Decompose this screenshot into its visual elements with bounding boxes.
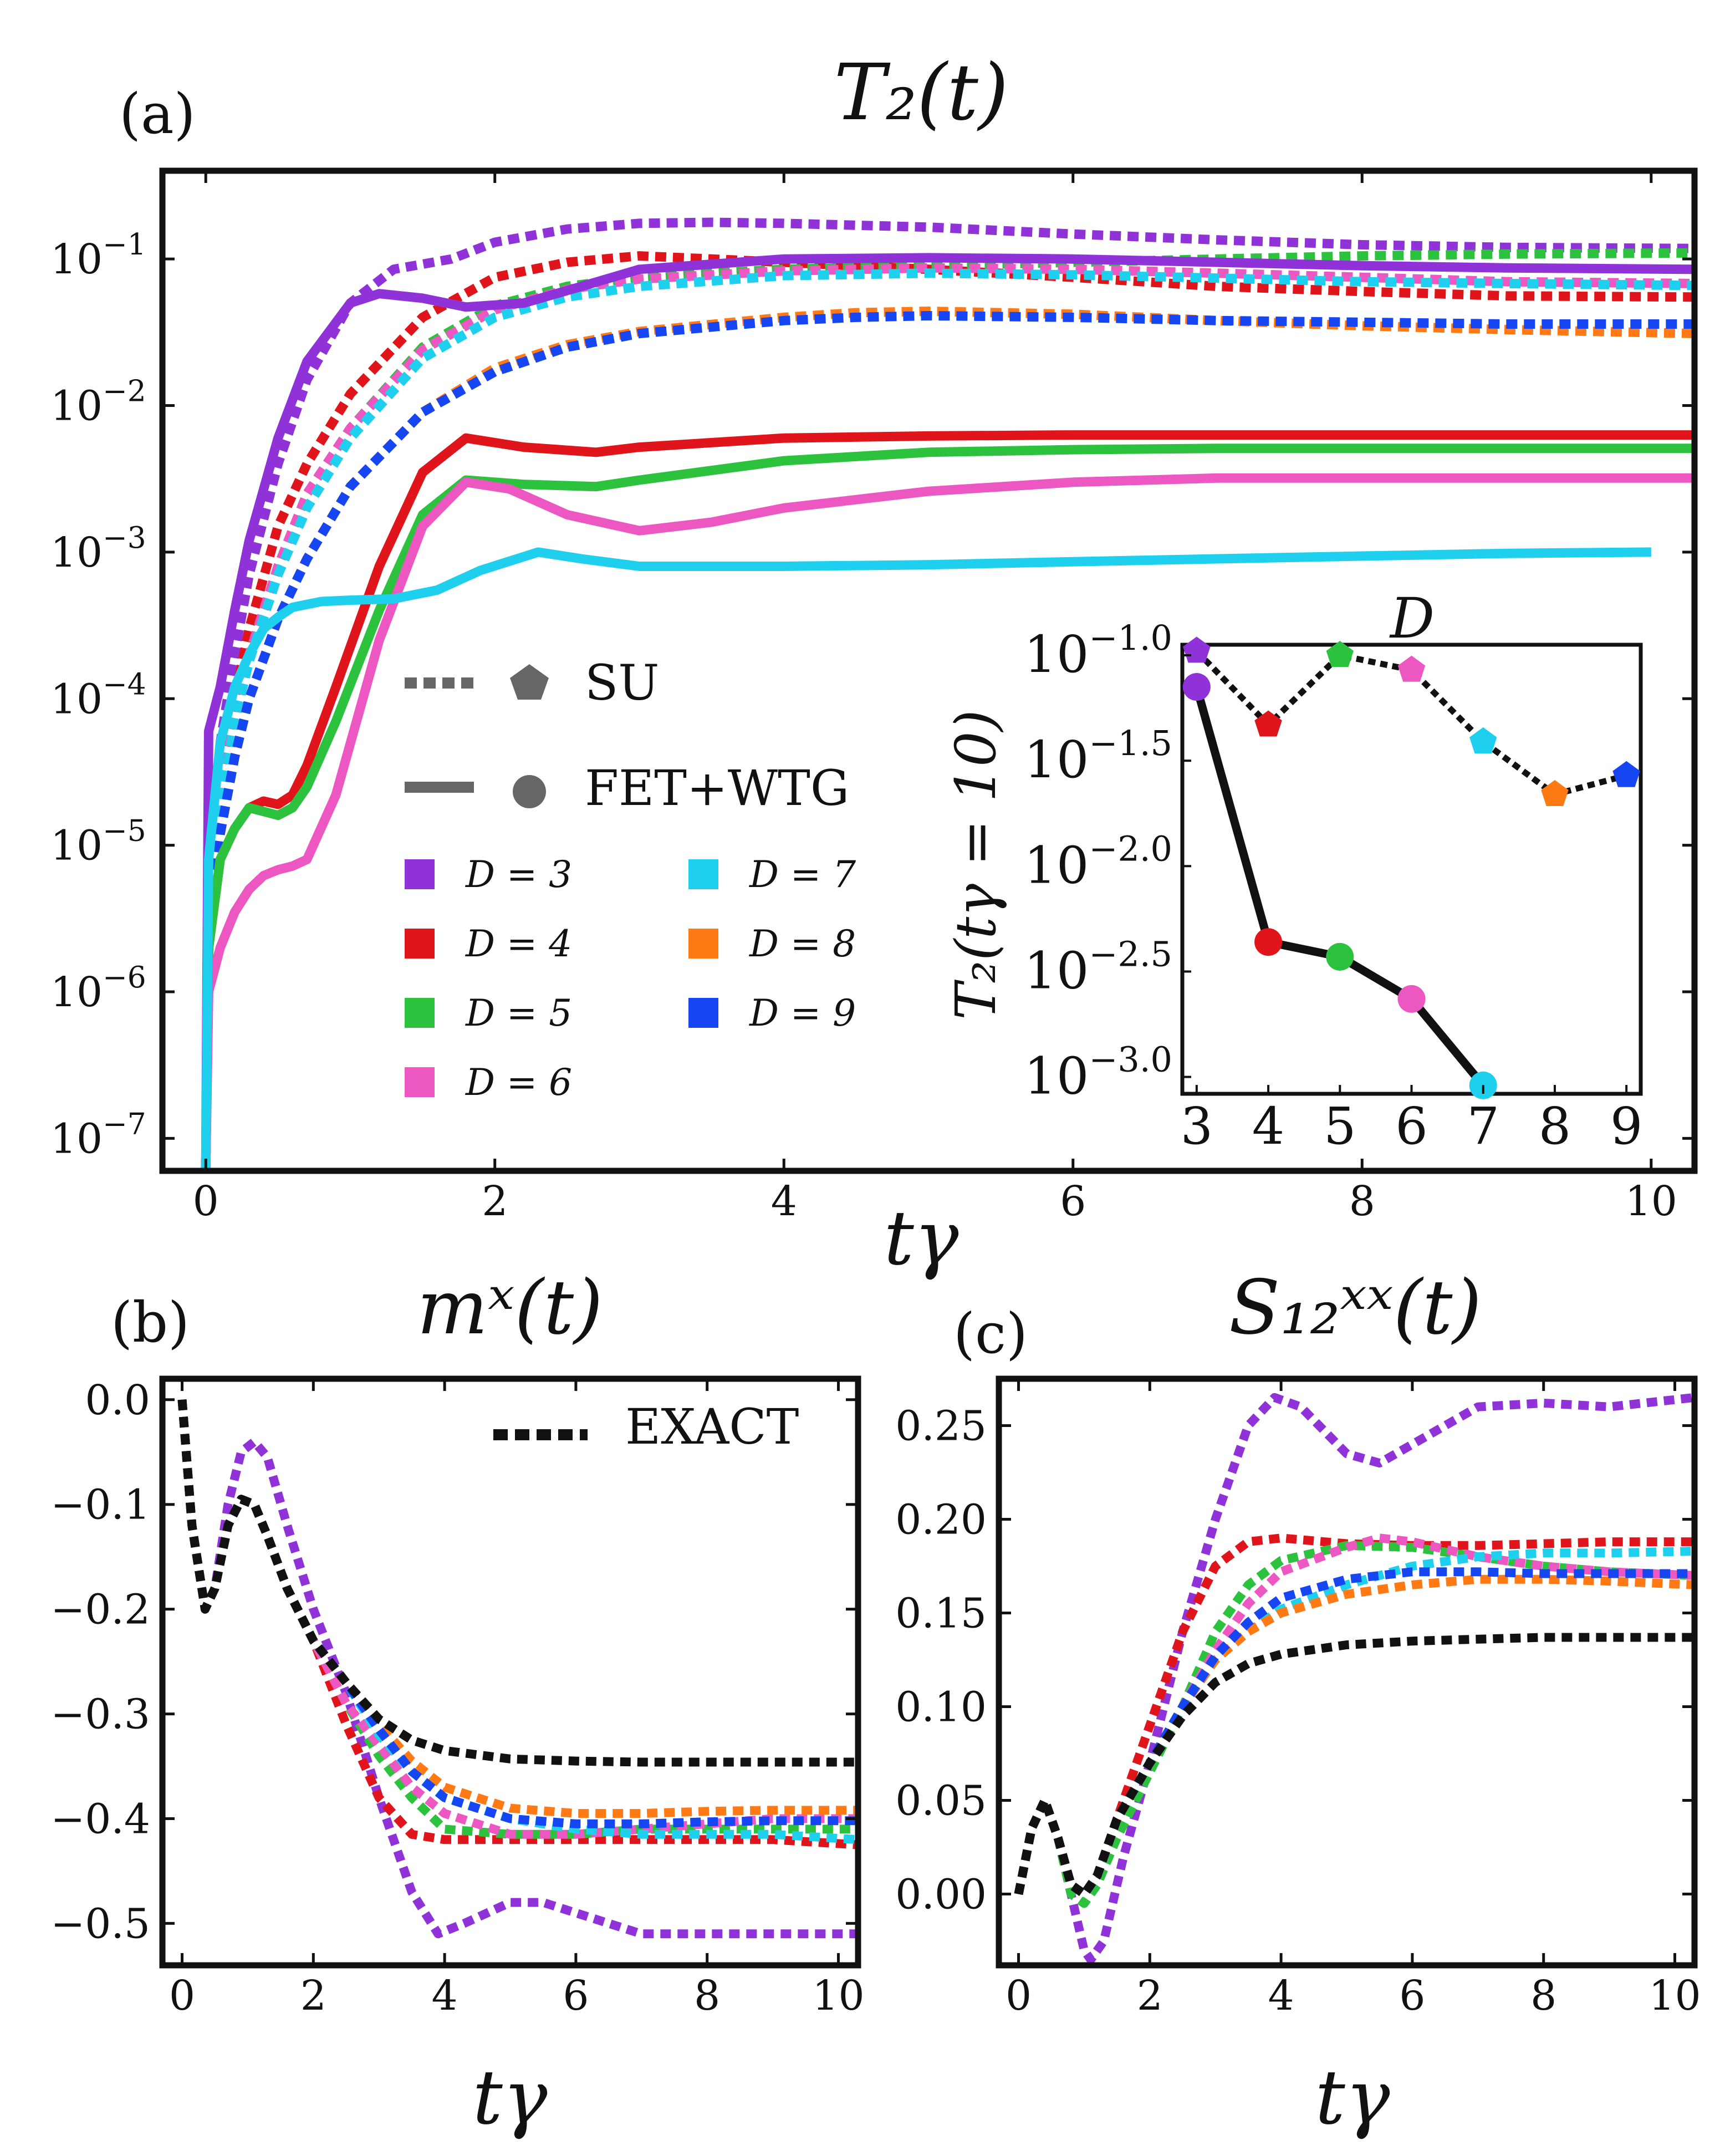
pentagon-marker-icon	[510, 664, 549, 700]
ytick-label-b: −0.5	[50, 1900, 150, 1948]
xtick-label-a: 4	[771, 1178, 797, 1225]
legend-exact-label: EXACT	[625, 1398, 799, 1455]
series-a-su-d-7	[201, 268, 1695, 1171]
legend-swatch-d5	[405, 998, 435, 1028]
xtick-label-a: 8	[1349, 1178, 1375, 1225]
xtick-label-a: 0	[193, 1178, 219, 1225]
legend-label-d9: D = 9	[749, 992, 856, 1034]
series-a-fetwtg-d-3	[201, 253, 1695, 1171]
series-a-su-d-9	[201, 311, 1695, 1171]
ytick-label-c: 0.15	[895, 1590, 987, 1638]
ytick-label-b: −0.2	[50, 1586, 150, 1634]
ytick-label-c: 0.25	[895, 1403, 987, 1450]
panel-c-title: S₁₂ˣˣ(t)	[1229, 1264, 1482, 1351]
xtick-label-a: 6	[1060, 1178, 1086, 1225]
xtick-label-c: 8	[1530, 1972, 1556, 2020]
ytick-label-b: −0.3	[50, 1691, 150, 1739]
panel-c-tag: (c)	[953, 1301, 1028, 1366]
legend-label-d6: D = 6	[465, 1061, 572, 1104]
xtick-label-b: 8	[694, 1972, 720, 2020]
xtick-label-b: 4	[432, 1972, 458, 2020]
xtick-label-c: 4	[1268, 1972, 1294, 2020]
xtick-label-c: 2	[1137, 1972, 1163, 2020]
xtick-label-b: 0	[169, 1972, 195, 2020]
xtick-label-b: 2	[300, 1972, 326, 2020]
inset-marker-su-d7	[1469, 727, 1497, 753]
legend-label-d5: D = 5	[465, 992, 572, 1034]
panel-a-xlabel: tγ	[884, 1195, 959, 1282]
legend-su-label: SU	[585, 654, 659, 711]
panel-a-frame	[159, 167, 1698, 1174]
panel-b-frame	[159, 1375, 861, 1969]
ytick-label-c: 0.20	[895, 1496, 987, 1544]
xtick-label-b: 10	[812, 1972, 864, 2020]
legend-swatch-d8	[688, 929, 718, 959]
panel-b-legend: EXACT	[493, 1398, 799, 1455]
panel-b-tag: (b)	[111, 1290, 190, 1355]
ytick-label-c: 0.05	[895, 1777, 987, 1825]
inset-plot: 3 4 5 6 7 8 910−1.010−1.510−2.010−2.510−3.0	[1024, 618, 1643, 1156]
xtick-label-b: 6	[563, 1972, 589, 2020]
panel-c-frame	[996, 1375, 1698, 1969]
legend-label-d7: D = 7	[749, 853, 856, 896]
xtick-label-c: 6	[1399, 1972, 1425, 2020]
inset-marker-fet-d3	[1182, 673, 1211, 701]
inset-marker-su-d6	[1397, 655, 1426, 682]
series-a-fetwtg-d-5	[201, 444, 1695, 1171]
legend-swatch-d3	[405, 859, 435, 889]
series-a-fetwtg-d-7	[201, 547, 1651, 1171]
xtick-label-a: 2	[482, 1178, 508, 1225]
inset-xtick-label: 6	[1395, 1097, 1428, 1156]
inset-xtick-label: 8	[1539, 1097, 1571, 1156]
legend-swatch-d7	[688, 859, 718, 889]
series-b-exact	[177, 1399, 858, 1767]
legend-fet-label: FET+WTG	[585, 760, 849, 817]
legend-label-d8: D = 8	[749, 922, 856, 965]
inset-marker-su-d8	[1541, 780, 1569, 806]
legend-swatch-d4	[405, 929, 435, 959]
ytick-label-b: 0.0	[85, 1377, 150, 1424]
panel-b-plot: 0 2 4 6 8 10 0.0 −0.1 −0.2 −0.3 −0.4 −0.5	[50, 1375, 865, 2020]
ytick-label-a: 10−1	[50, 227, 150, 283]
ytick-label-b: −0.1	[50, 1481, 150, 1529]
panel-a-tag: (a)	[119, 81, 196, 146]
legend-label-d3: D = 3	[465, 853, 572, 896]
series-c-exact	[1014, 1633, 1695, 1899]
xtick-label-a: 10	[1625, 1178, 1677, 1225]
xtick-label-c: 0	[1006, 1972, 1032, 2020]
inset-title: D	[1389, 586, 1435, 651]
panel-b-title: mˣ(t)	[417, 1264, 603, 1351]
panel-a-title: T₂(t)	[834, 48, 1009, 138]
inset-marker-su-d4	[1254, 710, 1282, 737]
inset-marker-su-d9	[1612, 761, 1640, 787]
panel-b-xlabel: tγ	[473, 2054, 548, 2141]
inset-xtick-label: 9	[1610, 1097, 1643, 1156]
ytick-label-b: −0.4	[50, 1796, 150, 1843]
inset-marker-fet-d6	[1397, 985, 1426, 1013]
inset-marker-su-d5	[1326, 641, 1354, 667]
legend-label-d4: D = 4	[465, 922, 572, 965]
panel-c-xlabel: tγ	[1315, 2054, 1390, 2141]
ytick-label-c: 0.00	[895, 1871, 987, 1919]
panel-a-legend: SU FET+WTG D = 3 D = 4 D = 5 D = 6 D = 7 D = …	[405, 654, 856, 1104]
inset-xtick-label: 5	[1324, 1097, 1356, 1156]
legend-swatch-d6	[405, 1067, 435, 1097]
circle-marker-icon	[513, 775, 546, 808]
inset-xtick-label: 7	[1467, 1097, 1499, 1156]
inset-xtick-label: 4	[1252, 1097, 1285, 1156]
series-a-su-d-3	[201, 217, 1695, 1171]
legend-swatch-d9	[688, 998, 718, 1028]
inset-ylabel: T₂(tγ = 10)	[943, 710, 1008, 1020]
inset-xtick-label: 3	[1181, 1097, 1213, 1156]
panel-c-plot: 0 2 4 6 8 10 0.00 0.05 0.10 0.15 0.20 0.25	[895, 1375, 1701, 2020]
series-a-su-d-6	[201, 263, 1695, 1171]
inset-marker-fet-d5	[1326, 942, 1354, 971]
inset-marker-fet-d4	[1254, 928, 1283, 956]
series-a-fetwtg-d-6	[201, 473, 1695, 1171]
xtick-label-c: 10	[1649, 1972, 1701, 2020]
ytick-label-c: 0.10	[895, 1684, 987, 1731]
